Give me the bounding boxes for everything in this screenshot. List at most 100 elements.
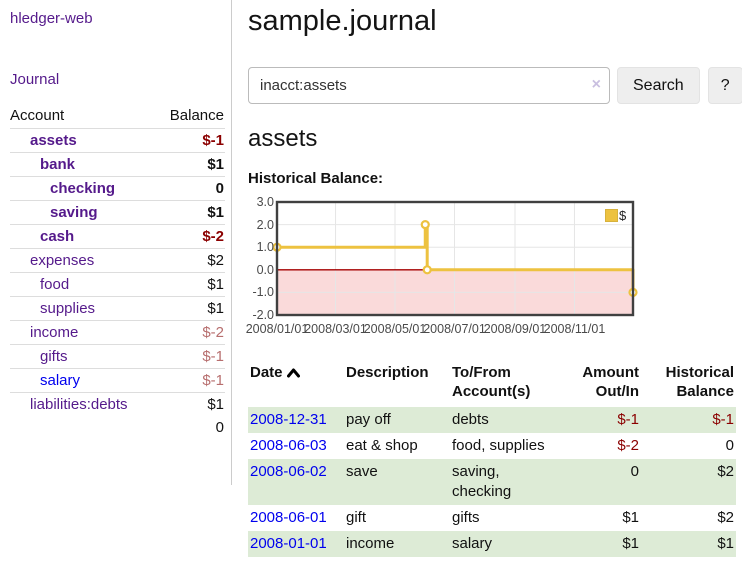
app-title[interactable]: hledger-web <box>10 10 93 27</box>
x-axis-tick-label: 2008/05/01 <box>363 322 427 336</box>
transaction-row: 2008-01-01 income salary $1 $1 <box>248 531 736 557</box>
account-link[interactable]: checking <box>50 180 116 197</box>
y-axis-tick-label: -2.0 <box>252 308 274 322</box>
transaction-amount: $1 <box>622 509 639 526</box>
transaction-accounts: saving, checking <box>450 459 561 505</box>
account-link[interactable]: salary <box>40 372 81 389</box>
account-row: checking 0 <box>10 176 225 201</box>
transaction-row: 2008-12-31 pay off debts $-1 $-1 <box>248 407 736 433</box>
transaction-row: 2008-06-03 eat & shop food, supplies $-2 0 <box>248 433 736 459</box>
transaction-date-cell: 2008-06-02 <box>248 459 344 505</box>
transaction-description: save <box>344 459 450 505</box>
account-name-cell: bank <box>10 152 149 177</box>
y-axis-tick-label: 2.0 <box>256 217 274 232</box>
journal-nav-link[interactable]: Journal <box>10 71 60 88</box>
account-balance: $2 <box>148 248 225 273</box>
account-name-cell: supplies <box>10 296 149 321</box>
historical-balance-chart: 3.0 2.0 1.0 0.0 -1.0 -2.0 2008/01/01 2008/03/0… <box>246 195 688 347</box>
account-row: expenses $2 <box>10 248 225 273</box>
account-row: supplies $1 <box>10 296 225 321</box>
transactions-header-row: Date Description To/From Account(s) Amou… <box>248 361 736 407</box>
amount-column-header: Amount Out/In <box>582 364 639 400</box>
account-balance: $-1 <box>148 344 225 369</box>
account-balance: $1 <box>148 152 225 177</box>
y-axis-tick-label: -1.0 <box>252 285 274 300</box>
account-balance: $1 <box>148 296 225 321</box>
account-name-cell: liabilities:debts <box>10 392 149 416</box>
total-balance: 0 <box>215 419 224 436</box>
transaction-date-link[interactable]: 2008-06-02 <box>250 463 327 480</box>
balance-column-header: Balance <box>148 104 225 129</box>
account-row: food $1 <box>10 272 225 297</box>
transaction-accounts: food, supplies <box>452 437 545 454</box>
transactions-table: Date Description To/From Account(s) Amou… <box>248 361 736 557</box>
chart-label: Historical Balance: <box>248 170 384 187</box>
account-link[interactable]: income <box>30 324 79 341</box>
account-link[interactable]: saving <box>50 204 98 221</box>
transaction-date-link[interactable]: 2008-12-31 <box>250 411 327 428</box>
transaction-accounts: gifts <box>452 509 480 526</box>
transaction-description: gift <box>346 509 367 526</box>
balance-column-header-tx: Historical Balance <box>665 364 734 400</box>
account-name-cell: assets <box>10 129 148 153</box>
transaction-date-link[interactable]: 2008-06-03 <box>250 437 327 454</box>
y-axis-tick-label: 1.0 <box>256 240 274 255</box>
search-button[interactable]: Search <box>617 67 700 104</box>
transaction-description: eat & shop <box>346 437 418 454</box>
account-link[interactable]: food <box>40 276 70 293</box>
date-column-header[interactable]: Date <box>248 361 344 407</box>
data-point-marker[interactable] <box>420 220 430 230</box>
x-axis-tick-label: 2008/07/01 <box>423 322 486 336</box>
account-balance: $-1 <box>202 132 224 149</box>
help-button[interactable]: ? <box>707 67 742 104</box>
sort-ascending-icon <box>286 368 300 378</box>
account-row: saving $1 <box>10 200 225 225</box>
transaction-date-cell: 2008-01-01 <box>248 531 344 557</box>
account-name-cell: gifts <box>10 344 149 369</box>
account-name-cell: checking <box>10 176 149 201</box>
transaction-row: 2008-06-01 gift gifts $1 $2 <box>248 505 736 531</box>
account-table-header: Account Balance <box>10 104 225 129</box>
account-page-title: assets <box>248 125 318 152</box>
transaction-balance: $2 <box>641 459 736 505</box>
account-link[interactable]: assets <box>30 132 77 149</box>
transaction-balance: 0 <box>725 437 734 454</box>
transactions-body: 2008-12-31 pay off debts $-1 $-1 2008-06-03 ea… <box>248 407 736 557</box>
account-link[interactable]: bank <box>40 156 76 173</box>
account-link[interactable]: cash <box>40 228 75 245</box>
account-name-cell: income <box>10 320 149 345</box>
legend-swatch-icon <box>605 209 618 222</box>
account-link[interactable]: expenses <box>30 252 95 269</box>
total-spacer <box>10 416 148 439</box>
account-row: liabilities:debts $1 <box>10 392 225 416</box>
clear-search-icon[interactable]: × <box>591 76 601 93</box>
account-name-cell: cash <box>10 224 149 249</box>
account-link[interactable]: gifts <box>40 348 68 365</box>
account-link[interactable]: supplies <box>40 300 96 317</box>
transaction-amount: $-2 <box>617 437 639 454</box>
accounts-column-header: To/From Account(s) <box>452 364 531 400</box>
account-balance: 0 <box>148 176 225 201</box>
account-balance-table: Account Balance assets $-1 bank $1 checking 0… <box>10 104 225 439</box>
y-axis-tick-label: 0.0 <box>256 262 274 277</box>
transaction-date-link[interactable]: 2008-06-01 <box>250 509 327 526</box>
account-balance: $-2 <box>148 320 225 345</box>
account-name-cell: saving <box>10 200 149 225</box>
page-title: sample.journal <box>248 5 437 37</box>
account-row: salary $-1 <box>10 368 225 393</box>
search-form: × Search ? <box>248 67 742 104</box>
data-point-marker[interactable] <box>422 265 432 275</box>
chart-plot-area[interactable] <box>272 200 638 317</box>
account-balance: $1 <box>148 392 225 416</box>
account-name-cell: food <box>10 272 149 297</box>
account-column-header: Account <box>10 104 149 129</box>
account-link[interactable]: liabilities:debts <box>30 396 128 413</box>
transaction-date-link[interactable]: 2008-01-01 <box>250 535 327 552</box>
account-name-cell: salary <box>10 368 149 393</box>
transaction-accounts: salary <box>450 531 561 557</box>
legend-label: $ <box>619 208 627 223</box>
search-input[interactable] <box>248 67 610 104</box>
x-axis-tick-label: 2008/01/01 <box>245 322 309 336</box>
transaction-date-cell: 2008-06-03 <box>248 433 344 459</box>
account-table-body: assets $-1 bank $1 checking 0 saving $1 cash $-2 e… <box>10 129 225 416</box>
